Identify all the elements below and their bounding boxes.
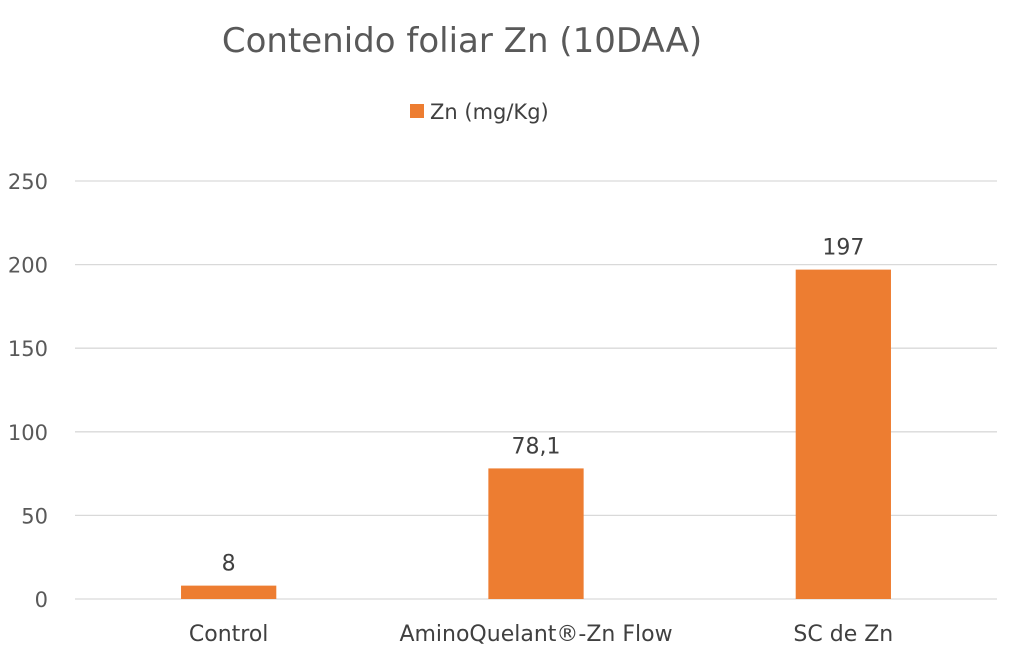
- bar: [181, 585, 277, 599]
- y-tick-label: 0: [35, 588, 48, 612]
- legend-swatch: [410, 104, 424, 118]
- y-tick-label: 50: [21, 504, 48, 528]
- legend: Zn (mg/Kg): [410, 100, 549, 124]
- y-tick-label: 100: [8, 421, 48, 445]
- x-category-label: AminoQuelant®-Zn Flow: [399, 622, 672, 647]
- x-axis-categories: Control AminoQuelant®-Zn Flow SC de Zn: [189, 622, 893, 647]
- data-label: 78,1: [512, 434, 561, 459]
- y-axis-ticks: 0 50 100 150 200 250: [8, 170, 48, 612]
- bar: [488, 468, 584, 599]
- data-label: 197: [822, 236, 864, 261]
- y-tick-label: 200: [8, 254, 48, 278]
- bar: [795, 269, 891, 599]
- y-tick-label: 250: [8, 170, 48, 194]
- bars: [181, 269, 891, 599]
- data-labels: 8 78,1 197: [222, 236, 865, 577]
- y-tick-label: 150: [8, 337, 48, 361]
- x-category-label: SC de Zn: [793, 622, 893, 647]
- data-label: 8: [222, 552, 236, 577]
- x-category-label: Control: [189, 622, 269, 647]
- chart-title: Contenido foliar Zn (10DAA): [222, 21, 702, 61]
- legend-label: Zn (mg/Kg): [430, 100, 549, 124]
